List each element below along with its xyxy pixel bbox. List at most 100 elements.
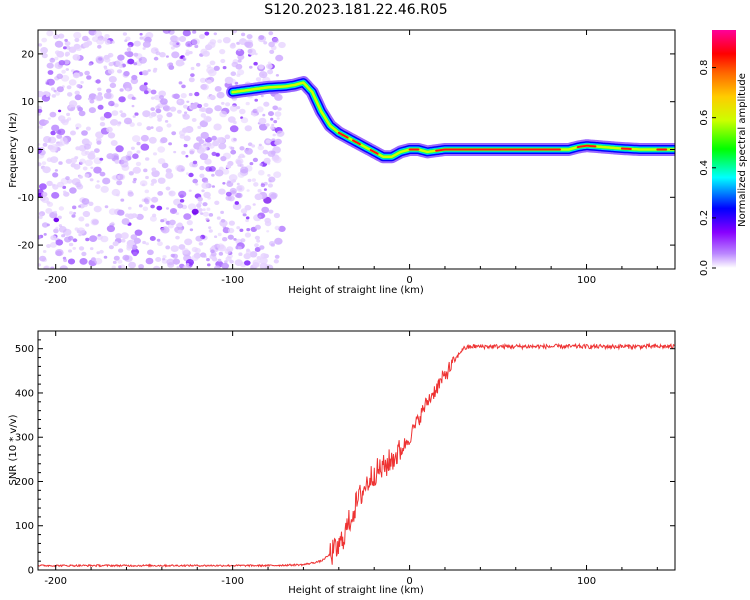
noise-speck [186, 172, 189, 175]
noise-speck [158, 90, 166, 97]
noise-speck [132, 135, 141, 143]
noise-speck [230, 71, 237, 76]
noise-speck [199, 173, 205, 178]
noise-speck [115, 59, 124, 67]
noise-speck [151, 170, 160, 178]
noise-speck [40, 47, 48, 54]
noise-speck [42, 250, 47, 253]
noise-speck [99, 122, 106, 127]
noise-speck [43, 233, 47, 236]
noise-speck [222, 37, 231, 44]
noise-speck [267, 150, 276, 157]
noise-speck [273, 120, 278, 124]
noise-speck [217, 136, 226, 144]
noise-speck [38, 108, 43, 113]
noise-speck [206, 79, 212, 84]
noise-speck [51, 94, 56, 98]
spectrogram-y-axis-label: Frequency (Hz) [8, 112, 19, 188]
noise-speck [177, 100, 181, 103]
noise-speck [213, 65, 220, 71]
colorbar-tick-label: 0.0 [699, 260, 710, 276]
noise-speck [64, 119, 70, 123]
noise-speck [246, 248, 250, 252]
noise-speck [149, 115, 153, 119]
noise-speck [266, 159, 271, 164]
noise-speck [251, 178, 256, 182]
noise-speck [162, 255, 167, 259]
noise-speck [61, 69, 66, 74]
noise-speck [58, 226, 67, 233]
noise-speck [211, 173, 215, 177]
noise-speck [54, 56, 59, 61]
noise-speck [126, 243, 133, 249]
noise-speck [145, 257, 154, 265]
noise-speck [116, 123, 121, 127]
noise-speck [38, 90, 44, 98]
noise-speck [150, 126, 154, 129]
noise-speck [95, 79, 101, 84]
noise-speck [237, 59, 242, 63]
noise-speck [214, 105, 222, 112]
noise-speck [89, 178, 94, 182]
snr-x-tick-label: -100 [221, 576, 244, 587]
noise-speck [67, 92, 73, 97]
noise-speck [73, 43, 81, 50]
ridge-peak-6 [620, 147, 632, 150]
ridge-peak-5 [576, 144, 597, 149]
noise-speck [42, 166, 51, 174]
noise-speck [87, 97, 92, 101]
noise-speck [188, 172, 194, 178]
noise-speck [219, 110, 228, 118]
noise-speck [201, 182, 209, 189]
noise-speck [75, 181, 82, 188]
noise-speck [58, 109, 62, 113]
noise-speck [108, 208, 117, 215]
noise-speck [146, 126, 152, 131]
noise-speck [131, 74, 138, 81]
noise-speck [205, 217, 210, 221]
noise-speck [56, 73, 63, 80]
noise-speck [204, 31, 210, 36]
noise-speck [41, 191, 48, 198]
noise-speck [229, 105, 238, 112]
noise-speck [133, 40, 141, 47]
noise-speck [119, 110, 123, 113]
noise-speck [75, 126, 79, 130]
noise-speck [262, 113, 266, 117]
noise-speck [76, 84, 82, 88]
noise-speck [45, 208, 53, 214]
noise-speck [199, 165, 205, 171]
noise-speck [249, 65, 253, 69]
noise-speck [262, 149, 269, 155]
noise-speck [78, 216, 85, 222]
noise-speck [132, 180, 137, 184]
noise-speck [225, 256, 232, 262]
spectrogram-x-tick-label: -100 [221, 275, 244, 286]
noise-speck [213, 32, 217, 36]
noise-speck [270, 117, 274, 121]
noise-speck [94, 148, 100, 154]
noise-speck [124, 213, 130, 218]
noise-speck [246, 189, 250, 192]
noise-speck [202, 208, 206, 212]
noise-speck [177, 203, 184, 209]
noise-speck [175, 59, 184, 67]
colorbar-tick-label: 0.4 [699, 160, 710, 176]
noise-speck [55, 91, 60, 96]
noise-speck [254, 98, 258, 102]
snr-series-line [38, 342, 675, 568]
noise-speck [157, 191, 164, 196]
noise-speck [273, 171, 282, 178]
noise-speck [186, 220, 193, 226]
noise-speck [100, 185, 109, 193]
noise-speck [199, 153, 209, 161]
noise-speck [166, 258, 175, 266]
colorbar-ticks: 0.0 0.2 0.4 0.6 0.8 [699, 60, 716, 276]
noise-speck [46, 180, 53, 187]
noise-speck [165, 172, 174, 179]
noise-speck [134, 112, 139, 116]
noise-speck [203, 115, 212, 123]
noise-speck [218, 251, 224, 256]
noise-speck [200, 131, 209, 139]
noise-speck [50, 235, 57, 241]
